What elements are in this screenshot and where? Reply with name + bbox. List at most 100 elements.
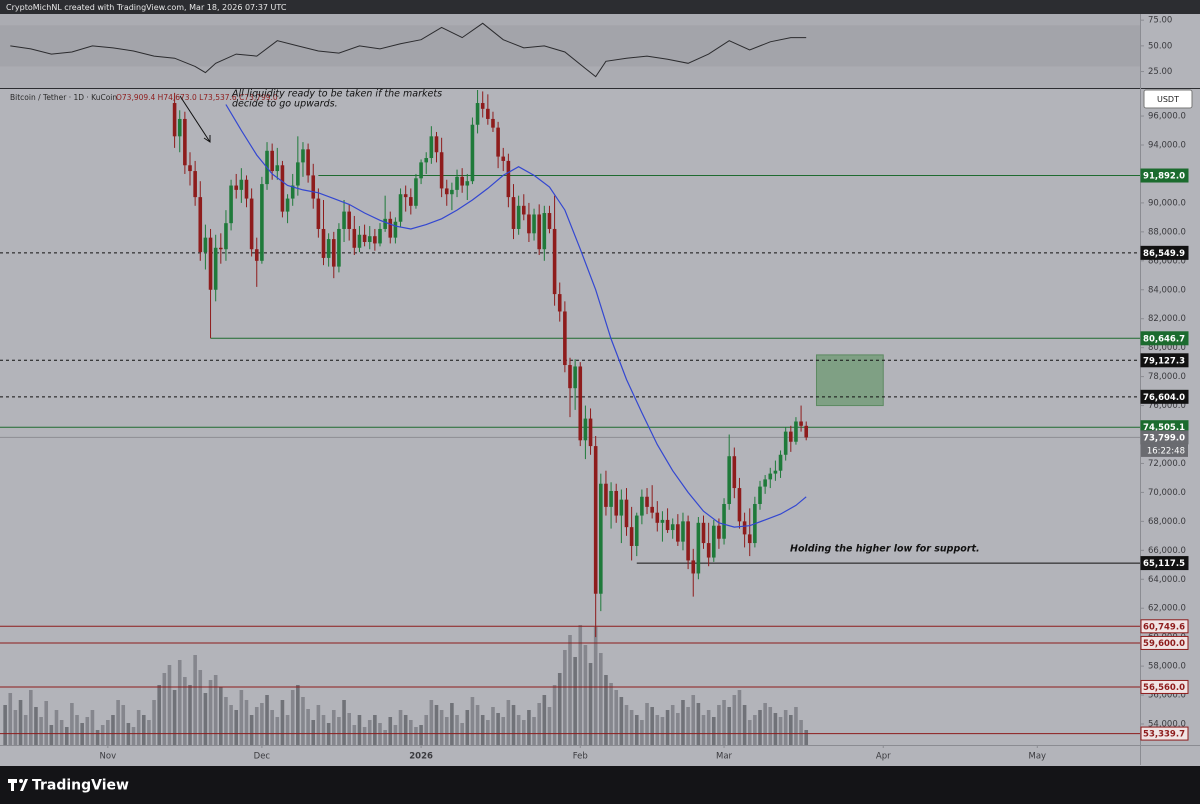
volume-bar xyxy=(599,653,603,745)
volume-bar xyxy=(219,687,223,745)
candle-body xyxy=(357,234,362,248)
candle-body xyxy=(568,365,572,389)
candle-body xyxy=(799,421,803,426)
volume-bar xyxy=(563,650,567,745)
volume-bar xyxy=(557,673,562,745)
candle-body xyxy=(229,185,233,224)
candle-body xyxy=(691,560,696,574)
candle-body xyxy=(614,490,619,516)
currency-box[interactable] xyxy=(1143,89,1193,109)
volume-bar xyxy=(208,680,213,745)
level-label: 53,339.7 xyxy=(1143,730,1185,740)
volume-bar xyxy=(234,710,239,745)
candle-body xyxy=(655,512,660,523)
candle-body xyxy=(342,211,346,229)
candle-body xyxy=(378,228,382,244)
brand-logo xyxy=(11,779,14,791)
candle-body xyxy=(645,496,649,507)
candle-body xyxy=(686,521,690,561)
volume-bar xyxy=(352,725,357,745)
candle-body xyxy=(701,522,706,544)
candle-body xyxy=(290,185,295,199)
volume-bar xyxy=(604,675,608,745)
volume-bar xyxy=(296,685,300,745)
volume-bar xyxy=(455,715,459,745)
candle-body xyxy=(244,179,249,199)
volume-bar xyxy=(147,720,151,745)
candle-body xyxy=(403,194,408,198)
level-label: 60,749.6 xyxy=(1143,622,1185,632)
candle-body xyxy=(516,205,521,229)
candle-body xyxy=(794,421,798,442)
candle-body xyxy=(640,496,644,516)
volume-bar xyxy=(634,715,639,745)
candle-body xyxy=(629,527,634,546)
candle-body xyxy=(239,179,244,190)
volume-bar xyxy=(537,703,541,745)
candle-body xyxy=(727,456,731,504)
volume-bar xyxy=(583,645,588,745)
volume-bar xyxy=(588,663,593,745)
volume-bar xyxy=(280,700,285,745)
volume-bar xyxy=(8,693,13,745)
volume-bar xyxy=(747,720,752,745)
volume-bar xyxy=(342,700,346,745)
candle-body xyxy=(634,515,639,546)
target-zone xyxy=(815,354,884,407)
volume-bar xyxy=(285,715,290,745)
candle-body xyxy=(599,483,603,594)
y-tick-label: 94,000.0 xyxy=(1148,141,1186,151)
candle-body xyxy=(609,490,613,507)
axis-group: 54,000.056,000.058,000.060,000.062,000.0… xyxy=(100,16,1189,762)
candle-body xyxy=(398,194,403,222)
volume-bar xyxy=(439,710,444,745)
volume-bar xyxy=(804,730,809,745)
volume-bar xyxy=(136,710,141,745)
volume-bar xyxy=(624,705,629,745)
x-tick-label: May xyxy=(1029,752,1047,762)
candle-body xyxy=(193,171,197,198)
volume-bar xyxy=(39,717,43,745)
candle-body xyxy=(789,431,793,442)
volume-bar xyxy=(686,707,690,745)
volume-bar xyxy=(347,713,351,745)
candle-body xyxy=(681,521,685,542)
rsi-tick-label: 25.00 xyxy=(1148,67,1172,77)
candle-body xyxy=(501,156,506,161)
level-label-box xyxy=(1140,353,1189,368)
volume-bar xyxy=(275,717,280,745)
candle-body xyxy=(224,223,228,250)
volume-bar xyxy=(100,725,105,745)
volume-bar xyxy=(470,697,475,745)
volume-bar xyxy=(141,715,146,745)
volume-bar xyxy=(111,715,115,745)
volume-bar xyxy=(614,690,619,745)
candle-body xyxy=(650,506,654,513)
candle-body xyxy=(296,162,300,186)
volume-bar xyxy=(717,705,721,745)
candle-body xyxy=(711,525,716,558)
level-label-box xyxy=(1140,331,1189,346)
volume-bar xyxy=(44,701,49,745)
candle-body xyxy=(563,311,567,366)
candle-body xyxy=(198,197,203,253)
candle-body xyxy=(367,236,372,242)
y-tick-label: 78,000.0 xyxy=(1148,372,1186,382)
x-tick-label: 2026 xyxy=(409,752,433,762)
volume-bar xyxy=(794,707,798,745)
volume-bar xyxy=(778,717,783,745)
volume-bar xyxy=(254,707,259,745)
candle-body xyxy=(506,160,511,198)
candle-body xyxy=(742,521,747,535)
volume-bar xyxy=(172,690,177,745)
volume-bar xyxy=(711,717,716,745)
annotation-arrowhead xyxy=(203,135,211,143)
candle-body xyxy=(696,522,701,574)
price-group xyxy=(0,90,1140,735)
candle-body xyxy=(326,239,331,258)
volume-bar xyxy=(270,710,274,745)
candle-body xyxy=(321,228,326,258)
candle-body xyxy=(573,366,577,389)
candle-body xyxy=(219,247,223,250)
volume-bar xyxy=(727,707,731,745)
